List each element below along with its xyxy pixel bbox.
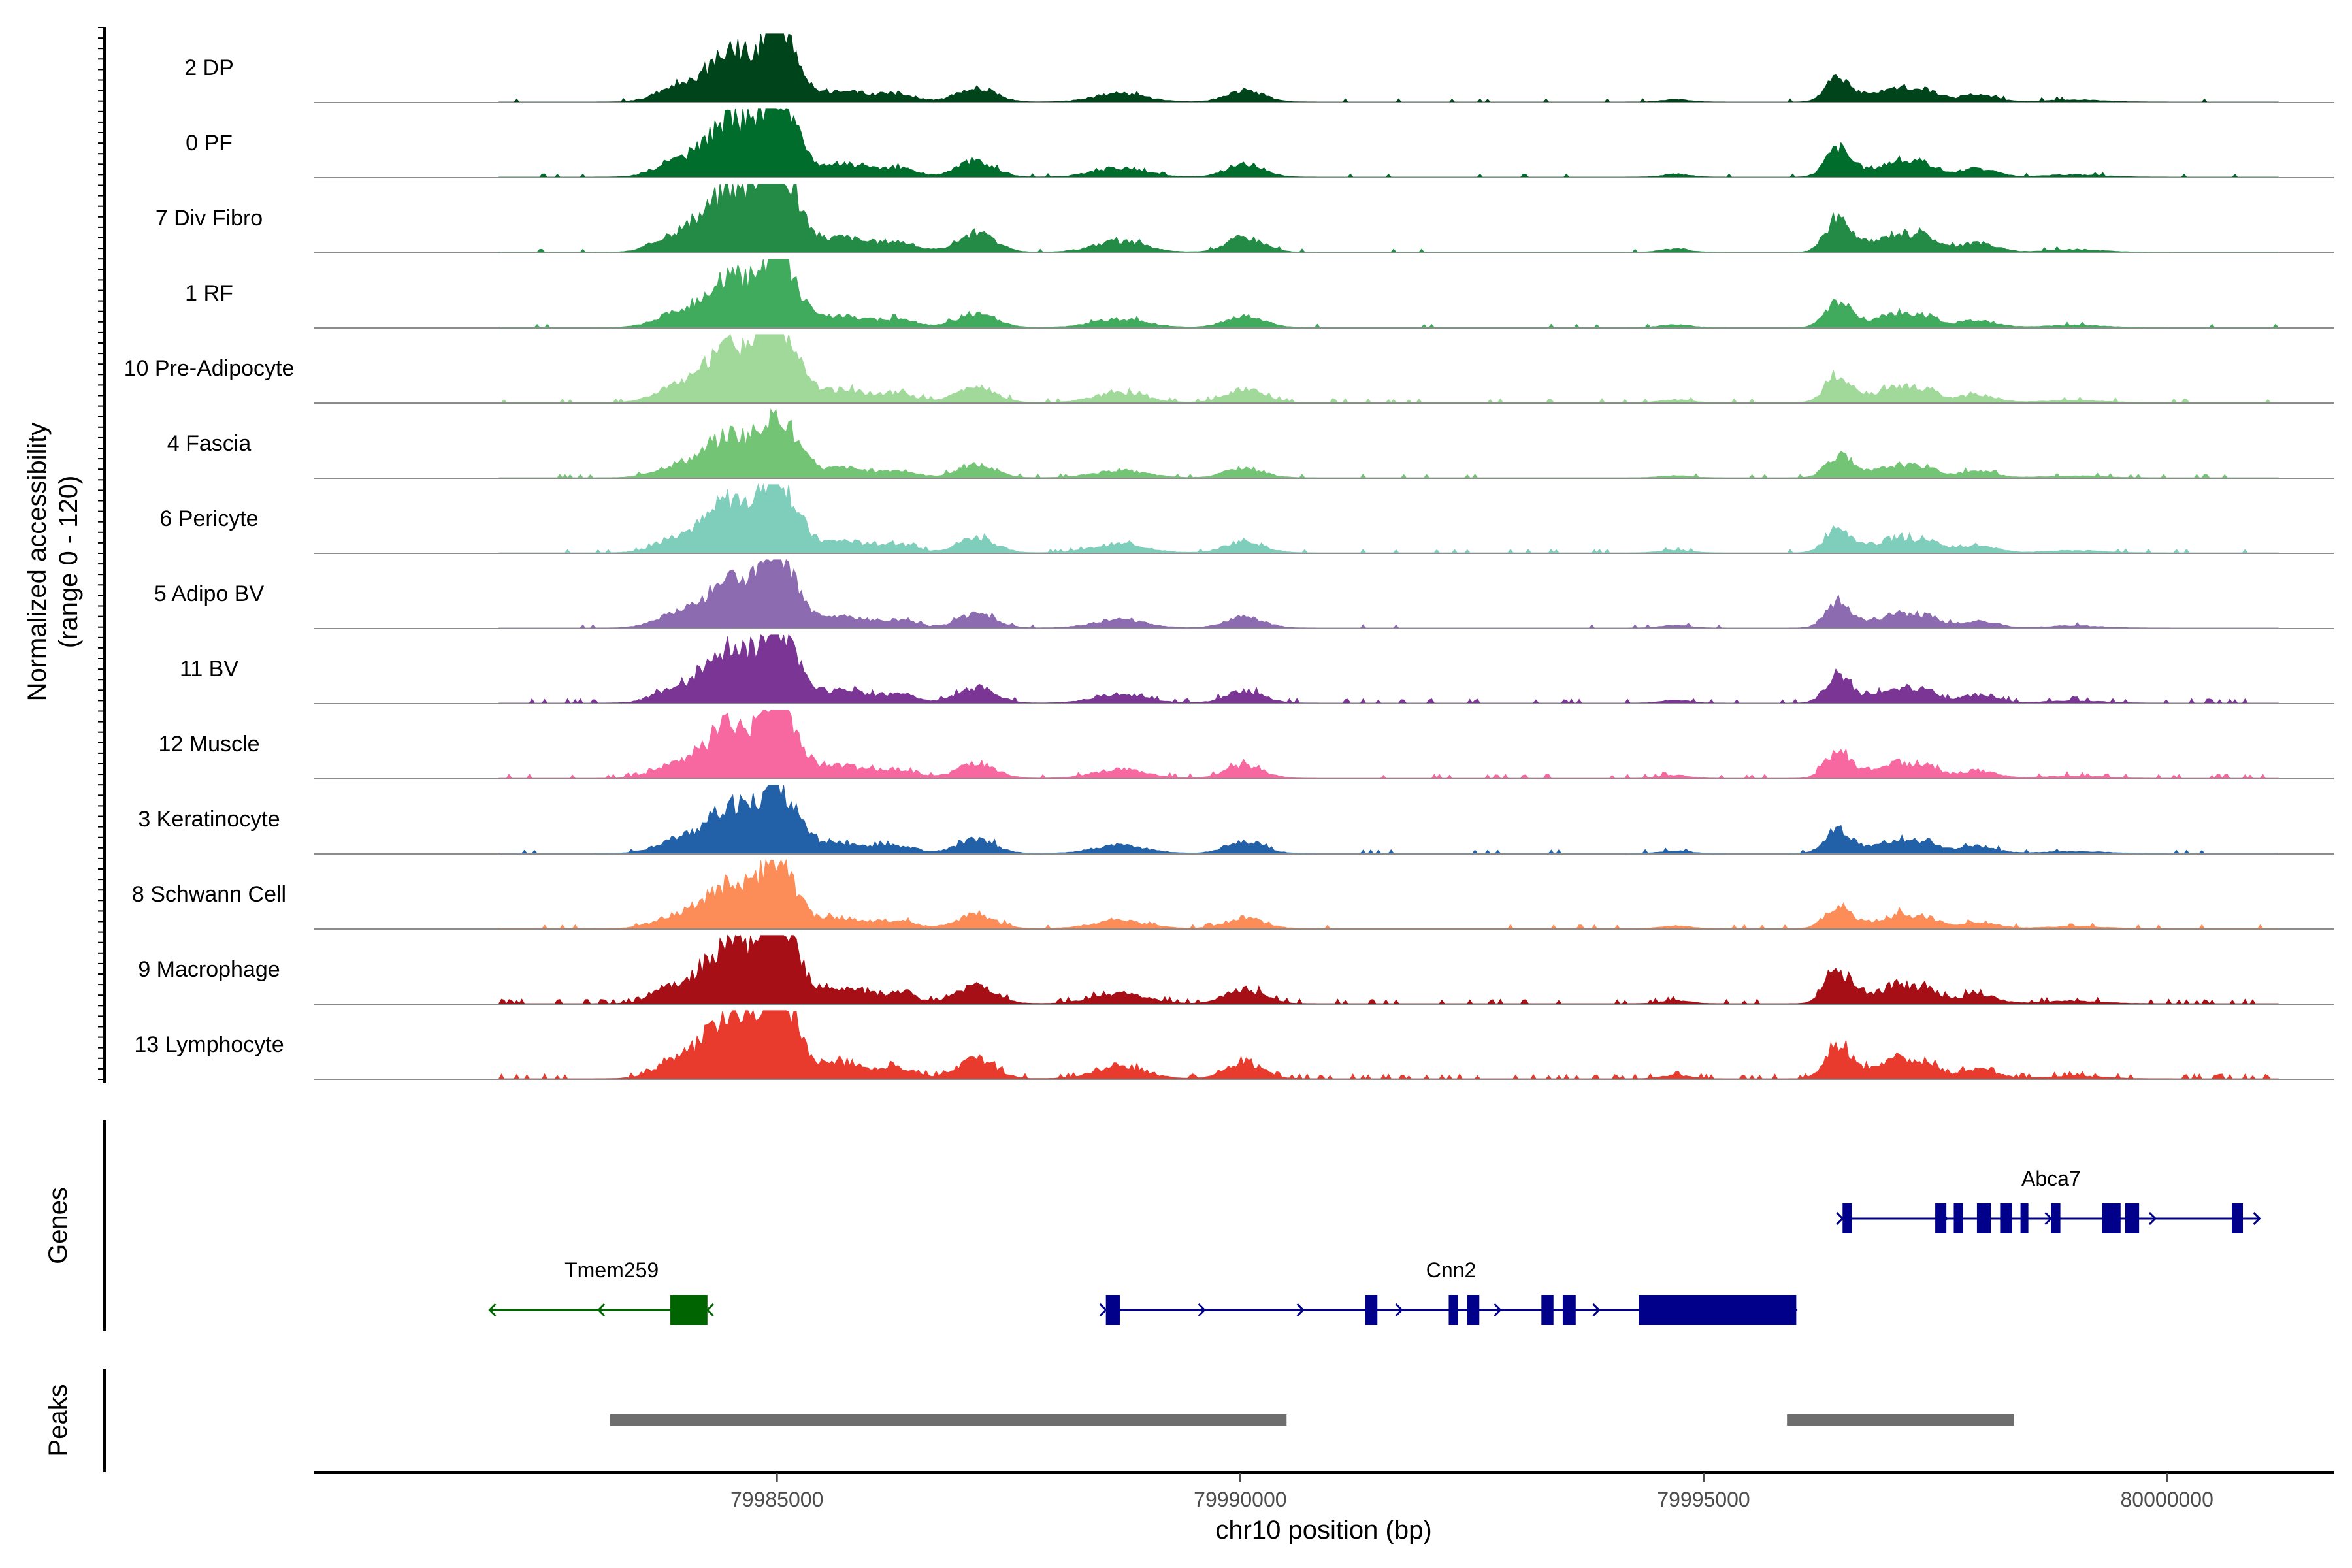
track-label: 9 Macrophage <box>138 957 280 982</box>
track-5-adipo-bv: 5 Adipo BV <box>154 559 2334 629</box>
gene-exon <box>2051 1203 2061 1233</box>
track-area <box>498 934 2279 1005</box>
gene-strand-arrow <box>1099 1303 1107 1317</box>
gene-exon <box>1562 1295 1576 1325</box>
x-tick-label: 79990000 <box>1194 1488 1286 1511</box>
track-4-fascia: 4 Fascia <box>167 408 2334 479</box>
gene-abca7: Abca7 <box>1836 1167 2261 1233</box>
track-0-pf: 0 PF <box>186 108 2334 178</box>
track-area <box>498 483 2279 554</box>
gene-track: Abca7 Tmem259 Cnn2 <box>488 1167 2261 1325</box>
coverage-tracks: 2 DP 0 PF 7 Div Fibro 1 RF 10 Pre-Adipocyte 4… <box>124 33 2334 1080</box>
x-tick-label: 80000000 <box>2121 1488 2213 1511</box>
gene-strand-arrow <box>1494 1303 1502 1317</box>
genes-panel-label: Genes <box>44 1187 73 1264</box>
gene-exon <box>1976 1203 1991 1233</box>
track-label: 5 Adipo BV <box>154 581 265 606</box>
gene-strand-arrow <box>1836 1211 1844 1226</box>
x-tick-label: 79985000 <box>730 1488 823 1511</box>
gene-strand-arrow <box>2253 1211 2261 1226</box>
track-area <box>498 183 2279 253</box>
gene-exon <box>1541 1295 1554 1325</box>
track-label: 12 Muscle <box>159 732 260 757</box>
gene-name: Cnn2 <box>1426 1258 1477 1282</box>
track-12-muscle: 12 Muscle <box>159 710 2334 779</box>
gene-exon <box>1365 1295 1378 1325</box>
x-axis-ticks: 79985000 79990000 79995000 80000000 <box>730 1473 2213 1511</box>
gene-exon <box>2125 1203 2140 1233</box>
peak-region <box>1787 1414 2014 1426</box>
track-label: 7 Div Fibro <box>155 206 263 231</box>
x-tick-label: 79995000 <box>1657 1488 1750 1511</box>
gene-tmem259: Tmem259 <box>488 1258 714 1325</box>
track-area <box>498 1009 2279 1080</box>
gene-exon <box>1105 1295 1120 1325</box>
track-8-schwann-cell: 8 Schwann Cell <box>132 858 2334 930</box>
gene-exon <box>2102 1203 2121 1233</box>
gene-exon <box>2020 1203 2029 1233</box>
gene-cnn2: Cnn2 <box>1099 1258 1798 1325</box>
gene-name: Tmem259 <box>564 1258 659 1282</box>
y-axis-title-line1: Normalized accessibility <box>23 423 52 702</box>
track-area <box>498 710 2279 779</box>
track-label: 3 Keratinocyte <box>138 807 280 832</box>
track-label: 11 BV <box>180 657 238 681</box>
gene-exon <box>1467 1295 1480 1325</box>
gene-strand-arrow <box>1296 1303 1305 1317</box>
gene-strand-arrow <box>2044 1211 2053 1226</box>
gene-exon <box>670 1295 708 1325</box>
gene-strand-arrow <box>488 1303 497 1317</box>
track-label: 13 Lymphocyte <box>134 1032 284 1057</box>
peak-region <box>610 1414 1287 1426</box>
track-area <box>498 108 2279 178</box>
track-area <box>498 33 2279 103</box>
track-2-dp: 2 DP <box>184 33 2334 103</box>
track-label: 1 RF <box>185 281 233 306</box>
y-axis-title-line2: (range 0 - 120) <box>54 476 83 649</box>
track-label: 0 PF <box>186 131 233 155</box>
track-13-lymphocyte: 13 Lymphocyte <box>134 1009 2334 1080</box>
gene-strand-arrow <box>706 1303 714 1317</box>
gene-strand-arrow <box>597 1303 606 1317</box>
y-axis-title: Normalized accessibility (range 0 - 120) <box>23 423 83 702</box>
gene-name: Abca7 <box>2021 1167 2081 1190</box>
gene-exon <box>1953 1203 1963 1233</box>
track-area <box>498 408 2279 479</box>
gene-exon <box>1842 1203 1852 1233</box>
gene-strand-arrow <box>1198 1303 1206 1317</box>
gene-exon <box>2000 1203 2012 1233</box>
peaks-panel-label: Peaks <box>44 1384 73 1456</box>
track-area <box>498 858 2279 930</box>
gene-exon <box>1935 1203 1947 1233</box>
track-area <box>498 634 2279 704</box>
track-3-keratinocyte: 3 Keratinocyte <box>138 785 2334 855</box>
gene-strand-arrow <box>2148 1211 2157 1226</box>
coverage-y-axis <box>98 27 106 1083</box>
track-9-macrophage: 9 Macrophage <box>138 934 2334 1005</box>
track-label: 2 DP <box>184 56 234 80</box>
x-axis-title: chr10 position (bp) <box>1215 1516 1431 1544</box>
gene-exon <box>1448 1295 1458 1325</box>
track-label: 8 Schwann Cell <box>132 882 286 907</box>
gene-exon <box>1639 1295 1797 1325</box>
track-10-pre-adipocyte: 10 Pre-Adipocyte <box>124 333 2334 404</box>
peak-track <box>610 1414 2014 1426</box>
track-label: 4 Fascia <box>167 431 252 456</box>
track-area <box>498 559 2279 629</box>
track-area <box>498 259 2279 329</box>
track-label: 6 Pericyte <box>159 506 258 531</box>
gene-exon <box>2231 1203 2244 1233</box>
track-11-bv: 11 BV <box>180 634 2334 704</box>
track-area <box>498 785 2279 855</box>
track-7-div-fibro: 7 Div Fibro <box>155 183 2334 253</box>
track-area <box>498 333 2279 404</box>
track-6-pericyte: 6 Pericyte <box>159 483 2334 554</box>
track-label: 10 Pre-Adipocyte <box>124 356 295 381</box>
gene-strand-arrow <box>1592 1303 1601 1317</box>
track-1-rf: 1 RF <box>185 259 2334 329</box>
gene-strand-arrow <box>1395 1303 1403 1317</box>
